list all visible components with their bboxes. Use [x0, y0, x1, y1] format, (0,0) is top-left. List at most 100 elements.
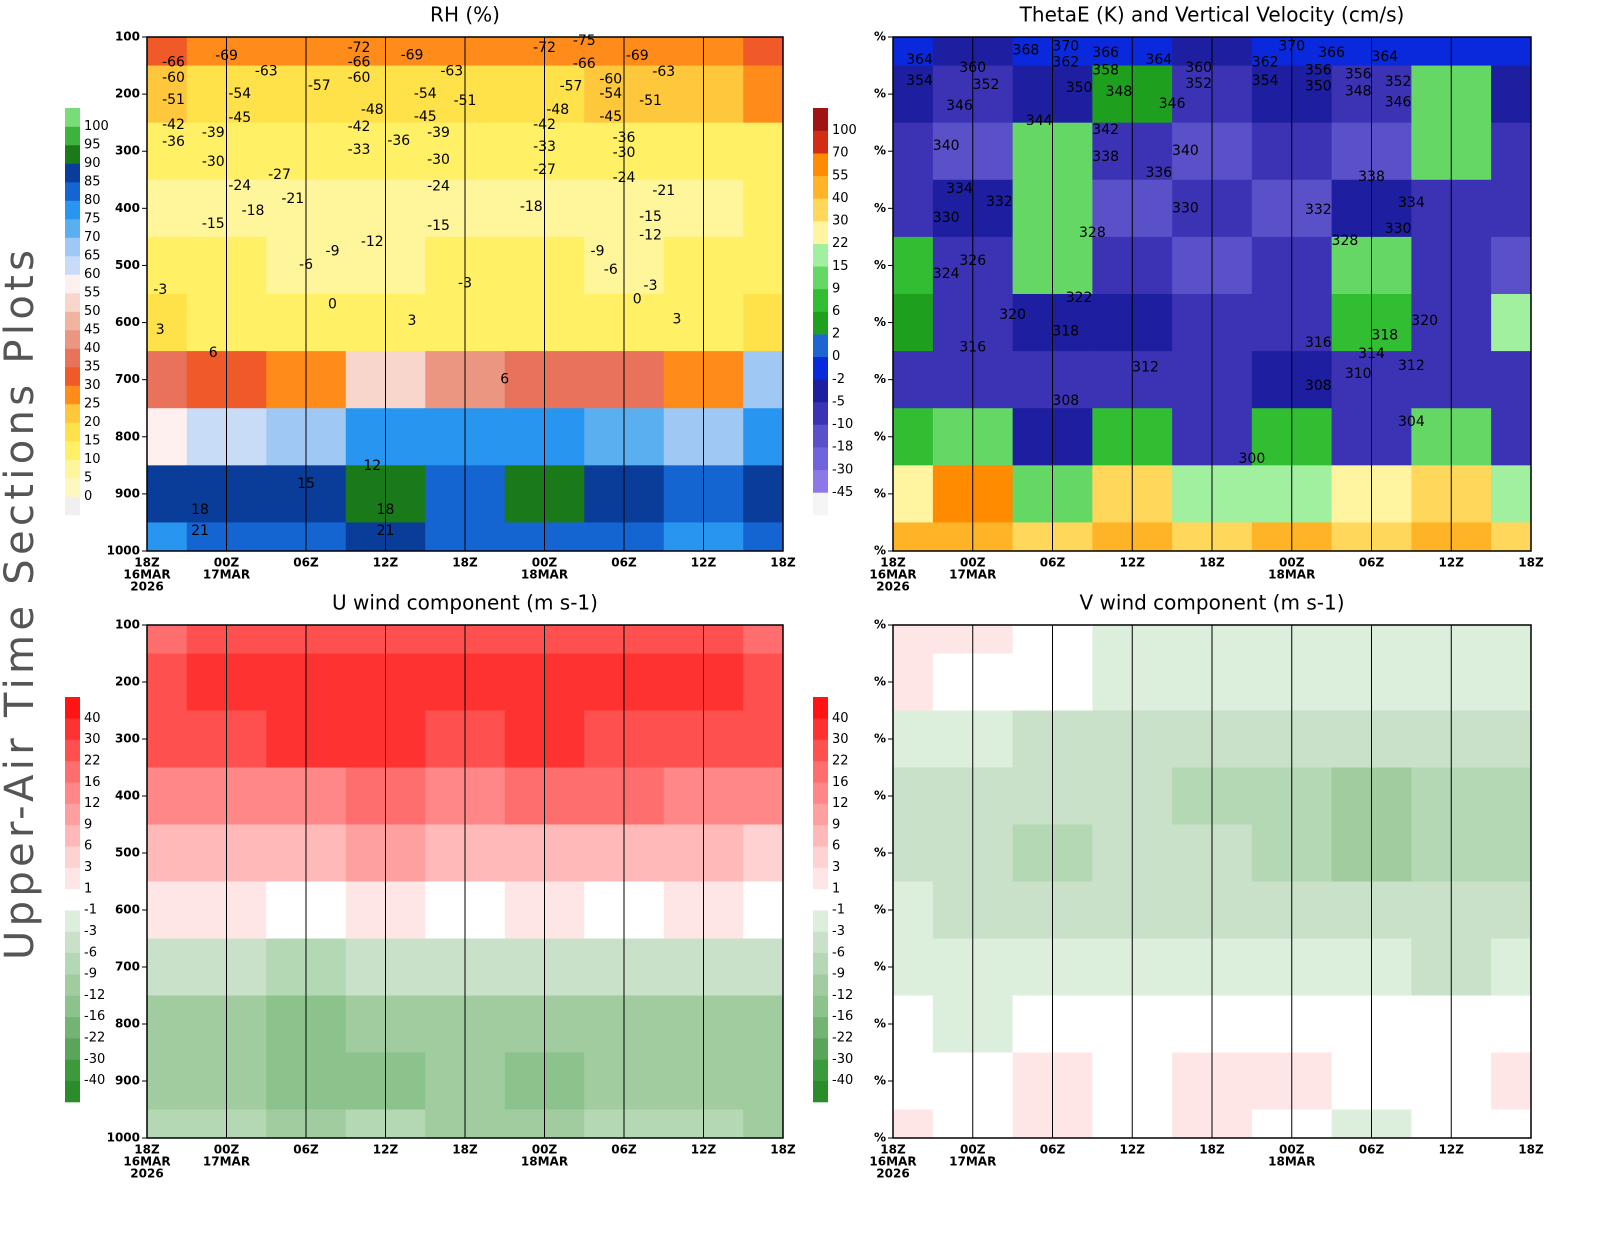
cell: [1491, 65, 1531, 124]
x-tick-label: 06Z: [611, 556, 637, 570]
contour-label: 330: [1172, 200, 1199, 216]
x-tick-label: 12Z: [373, 1143, 399, 1157]
contour-label: -42: [348, 119, 371, 135]
cell: [743, 179, 783, 238]
cell: [743, 465, 783, 523]
contour-label: -51: [454, 93, 477, 109]
x-tick-label: 12Z: [1439, 556, 1465, 570]
colorbar-label: -1: [832, 903, 845, 918]
cell: [1491, 1109, 1531, 1138]
colorbar-box: [65, 219, 80, 238]
colorbar-box: [813, 288, 828, 312]
colorbar-box: [65, 846, 80, 868]
contour-label: -24: [427, 179, 450, 195]
colorbar-label: 30: [84, 378, 101, 393]
colorbar-label: 12: [832, 796, 849, 811]
colorbar-label: 16: [84, 775, 101, 790]
cell: [147, 465, 188, 523]
contour-label: -42: [533, 117, 556, 133]
contour-label: 3: [156, 322, 165, 338]
contour-label: 360: [1185, 60, 1212, 76]
cell: [1491, 351, 1531, 409]
y-tick-label: %: [874, 486, 886, 500]
colorbar-label: 100: [832, 123, 857, 138]
contour-label: 358: [1092, 63, 1119, 79]
cell: [147, 408, 188, 466]
x-date-label: 2026: [876, 580, 909, 594]
panel-title: V wind component (m s-1): [1080, 591, 1345, 615]
cell: [147, 351, 188, 409]
contour-label: -36: [387, 133, 410, 149]
colorbar-label: 70: [832, 146, 849, 161]
x-tick-label: 18Z: [880, 1143, 906, 1157]
cell: [147, 938, 188, 996]
contour-label: -45: [414, 109, 437, 125]
contour-label: -48: [361, 102, 384, 118]
contour-label: 328: [1079, 225, 1106, 241]
colorbar-label: 40: [832, 711, 849, 726]
x-tick-label: 18Z: [1199, 556, 1225, 570]
colorbar-label: -16: [832, 1009, 853, 1024]
colorbar-box: [65, 888, 80, 911]
contour-label: -39: [427, 125, 450, 141]
x-tick-label: 18Z: [770, 556, 796, 570]
colorbar-box: [813, 952, 828, 975]
colorbar-label: -9: [84, 967, 97, 982]
x-date-label: 16MAR: [869, 568, 916, 582]
contour-label: 338: [1092, 149, 1119, 165]
contour-label: -12: [361, 234, 384, 250]
cell: [743, 294, 783, 352]
colorbar-box: [65, 1016, 80, 1039]
x-tick-label: 18Z: [134, 556, 160, 570]
colorbar-label: 2: [832, 327, 840, 342]
colorbar-label: 55: [832, 168, 849, 183]
cell: [1491, 294, 1531, 352]
contour-label: 368: [1013, 43, 1040, 59]
contour-label: -60: [162, 70, 185, 86]
x-tick-label: 06Z: [1040, 1143, 1066, 1157]
colorbar-box: [813, 1080, 828, 1103]
colorbar-label: 12: [84, 796, 101, 811]
y-tick-label: 1000: [107, 1131, 140, 1145]
contour-label: 330: [933, 210, 960, 226]
y-tick-label: 100: [115, 30, 140, 44]
colorbar-label: 80: [84, 193, 101, 208]
contour-label: 364: [906, 52, 933, 68]
y-tick-label: 500: [115, 258, 140, 272]
colorbar-box: [65, 274, 80, 294]
x-tick-label: 00Z: [1279, 556, 1305, 570]
cell: [743, 625, 783, 654]
colorbar-box: [65, 824, 80, 847]
x-tick-label: 00Z: [1279, 1143, 1305, 1157]
contour-label: 308: [1305, 378, 1332, 394]
cell: [743, 653, 783, 711]
x-tick-label: 12Z: [1120, 1143, 1146, 1157]
colorbar-label: -12: [84, 988, 105, 1003]
colorbar-box: [813, 1059, 828, 1081]
contour-label: 336: [1145, 165, 1172, 181]
contour-label: -39: [202, 125, 225, 141]
cell: [743, 408, 783, 466]
colorbar-label: -2: [832, 372, 845, 387]
colorbar-label: 22: [832, 753, 849, 768]
x-date-label: 2026: [876, 1167, 909, 1181]
cell: [893, 1052, 934, 1110]
colorbar-box: [65, 739, 80, 762]
contour-label: 370: [1052, 39, 1079, 55]
x-date-label: 17MAR: [949, 1155, 996, 1169]
x-tick-label: 18Z: [1199, 1143, 1225, 1157]
y-tick-label: 200: [115, 87, 140, 101]
x-tick-label: 06Z: [293, 1143, 319, 1157]
x-tick-label: 00Z: [214, 1143, 240, 1157]
colorbar-box: [813, 492, 828, 516]
colorbar-label: 40: [84, 341, 101, 356]
colorbar-box: [813, 803, 828, 826]
colorbar-label: 90: [84, 156, 101, 171]
y-tick-label: 200: [115, 675, 140, 689]
cell: [893, 710, 934, 768]
colorbar-label: 15: [84, 434, 101, 449]
contour-label: 362: [1252, 55, 1279, 71]
contour-label: -33: [533, 139, 556, 155]
colorbar-label: 65: [84, 249, 101, 264]
contour-label: 334: [1398, 195, 1425, 211]
